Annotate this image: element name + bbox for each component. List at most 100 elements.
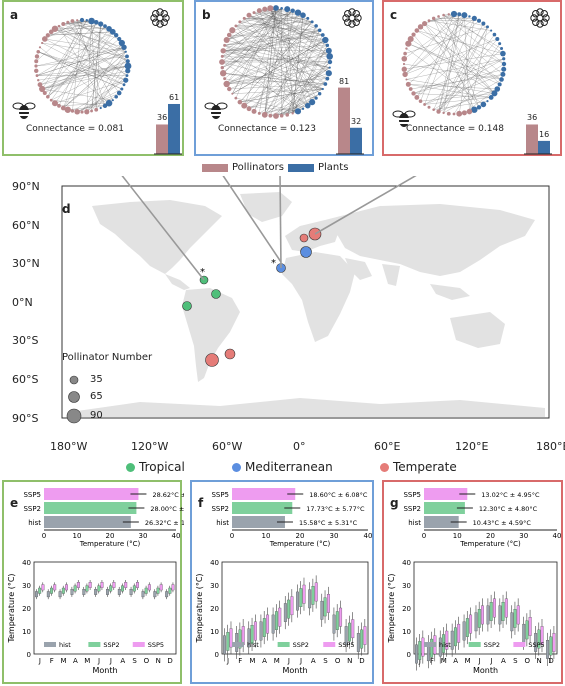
pollinator-node [238, 20, 242, 24]
month-tick: M [249, 657, 255, 665]
pollinator-node [417, 24, 424, 30]
month-tick: N [347, 657, 352, 665]
box-SSP5 [136, 582, 139, 588]
box-hist [522, 623, 526, 643]
box-SSP5 [351, 619, 355, 639]
box-hist [534, 633, 538, 652]
plant-node [325, 76, 330, 81]
climate-chart-f: SSP5 18.60°C ± 6.08°C SSP2 17.73°C ± 5.77°C… [195, 488, 372, 675]
network-edge [264, 7, 277, 115]
network-edge [91, 56, 128, 112]
month-tick: A [311, 657, 316, 665]
flower-icon [150, 8, 170, 28]
network-edge [253, 12, 329, 74]
month-tick: J [287, 657, 290, 665]
box-SSP2 [465, 618, 469, 637]
plant-node [314, 24, 318, 28]
lat-tick: 90°S [12, 411, 39, 425]
box-SSP2 [38, 587, 42, 594]
pollinator-node [285, 113, 290, 117]
box-axis-xlabel: Month [92, 666, 117, 675]
network-edge [408, 43, 502, 80]
panel-label-a: a [10, 8, 19, 22]
month-tick: D [167, 657, 172, 665]
plant-node [461, 12, 468, 19]
plant-node [480, 101, 487, 108]
pollinator-node [411, 32, 416, 37]
network-edge [413, 69, 504, 94]
plant-node [125, 74, 129, 77]
plant-node [124, 50, 127, 53]
network-edge [38, 65, 129, 81]
box-hist [450, 630, 454, 650]
bar-label-pollinators-b: 81 [339, 76, 350, 86]
plant-node [476, 105, 482, 110]
pollinator-node [35, 74, 39, 77]
plant-node [123, 77, 129, 83]
box-axis-tick: 0 [407, 651, 411, 659]
network-edge [264, 67, 330, 115]
plant-node [309, 99, 316, 106]
bar-label-plants-a: 61 [169, 92, 180, 102]
network-edge [264, 8, 282, 115]
plant-node [500, 71, 506, 77]
network-edge [41, 20, 87, 90]
box-SSP2 [85, 585, 89, 592]
box-SSP2 [156, 587, 160, 594]
box-hist [498, 605, 502, 625]
plant-node [109, 28, 116, 35]
pollinator-node [447, 13, 450, 16]
temp-bar-SSP5 [424, 488, 468, 500]
box-legend-swatch [232, 642, 244, 647]
lon-tick: 180°W [50, 440, 88, 453]
plant-node [310, 20, 314, 24]
panel-f: f SSP5 18.60°C ± 6.08°C SSP2 17.73°C ± 5.77°… [190, 480, 374, 684]
plant-node [317, 28, 322, 33]
network-edge [410, 38, 495, 94]
temp-bar-value: 15.58°C ± 5.31°C [299, 519, 358, 527]
box-SSP5 [171, 584, 175, 591]
pollinator-node [226, 32, 232, 38]
network-edge [226, 15, 304, 41]
network-edge [223, 73, 326, 85]
plant-node [468, 15, 471, 18]
box-SSP2 [311, 586, 315, 605]
pollinator-node [257, 111, 261, 115]
bar-label-pollinators-c: 36 [527, 113, 538, 123]
box-SSP5 [124, 582, 128, 588]
pollinator-node [37, 79, 40, 82]
box-legend-label: hist [439, 641, 451, 649]
box-SSP2 [132, 585, 136, 592]
box-SSP2 [238, 629, 242, 649]
box-axis-tick: 20 [210, 605, 219, 613]
pollinator-node [267, 5, 274, 12]
pollinator-node [48, 29, 54, 35]
plant-node [79, 17, 85, 23]
pollinator-node [57, 103, 61, 108]
box-SSP2 [262, 618, 266, 637]
network-edge [226, 67, 330, 85]
network-edge [443, 14, 505, 65]
plant-node [118, 39, 125, 47]
panel-label-e: e [10, 496, 19, 510]
temp-bar-SSP5 [44, 488, 139, 500]
pollinator-node [64, 106, 71, 113]
box-SSP5 [540, 626, 544, 645]
temp-bar-label: hist [216, 519, 229, 527]
box-SSP5 [253, 621, 257, 641]
box-hist [486, 605, 490, 625]
lon-tick: 120°E [455, 440, 489, 453]
temp-bar-hist [424, 516, 459, 528]
box-axis-xlabel: Month [473, 666, 498, 675]
plant-node [111, 99, 114, 102]
box-hist [247, 628, 251, 648]
network-edge [226, 10, 293, 41]
network-edge [72, 20, 126, 52]
box-hist [223, 635, 226, 655]
pollinator-node [436, 109, 441, 114]
pollinator-node [442, 13, 445, 17]
legend-mediterranean-label: Mediterranean [245, 460, 333, 474]
network-edge [36, 19, 83, 62]
plant-node [99, 106, 102, 110]
temp-bar-SSP5 [232, 488, 296, 500]
